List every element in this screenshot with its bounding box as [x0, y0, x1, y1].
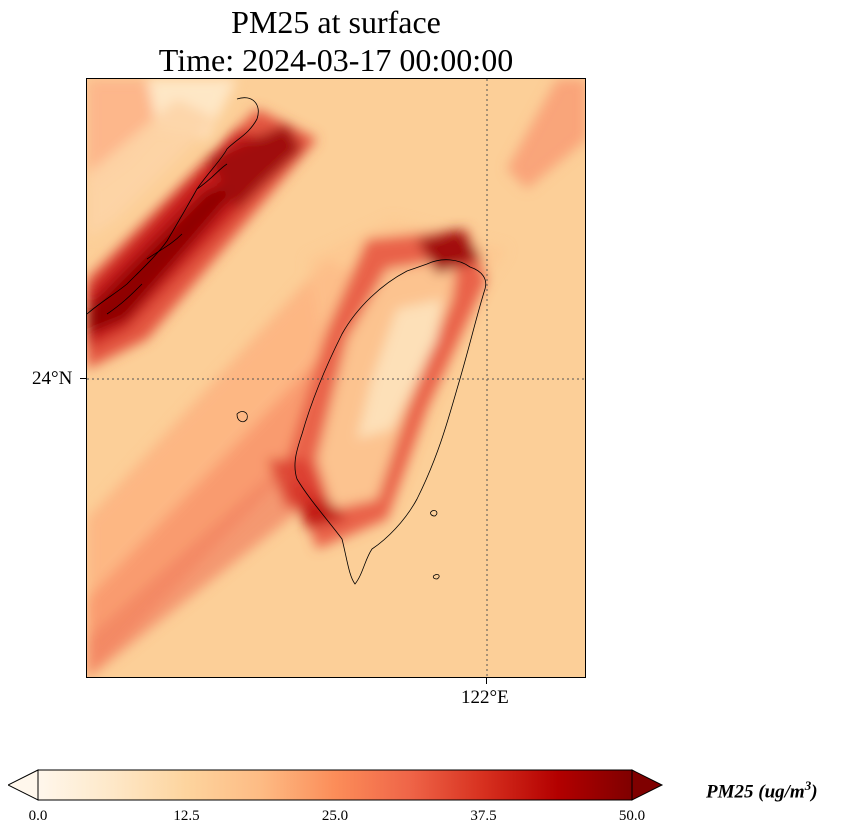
nw-plume-peak-2	[207, 124, 302, 209]
chart-title-line-1: PM25 at surface	[231, 4, 441, 40]
ne-band	[507, 79, 585, 189]
coastlines	[87, 97, 487, 585]
small-islands	[430, 510, 440, 580]
colorbar-label: PM25 (ug/m3)	[706, 778, 818, 803]
nw-light-patch	[87, 99, 217, 239]
colorbar-tick-label-3: 37.5	[470, 808, 497, 824]
colorbar-bar	[37, 769, 633, 801]
pollution-plumes	[87, 79, 585, 677]
mainland-islands	[106, 163, 228, 315]
taiwan-coastline	[294, 259, 487, 585]
colorbar-extend-max	[631, 769, 664, 801]
taiwan-clean-core	[357, 299, 442, 439]
colorbar-tick-label-4: 50.0	[618, 808, 646, 824]
lon-tick-label: 122°E	[461, 687, 509, 708]
nw-plume-peak	[87, 179, 247, 334]
sw-taiwan-hotspot	[267, 459, 327, 509]
lat-tick-mark	[80, 378, 86, 379]
north-taiwan-peak	[417, 229, 482, 274]
pm25-field-map	[87, 79, 585, 677]
colorbar-tick-label-1: 12.5	[173, 808, 200, 824]
southwest-band	[87, 459, 327, 677]
penghu-islands	[236, 411, 248, 423]
colorbar	[8, 768, 664, 802]
colorbar-extend-min	[8, 769, 39, 801]
lon-tick-mark	[486, 678, 487, 684]
chart-title-line-2: Time: 2024-03-17 00:00:00	[158, 42, 514, 78]
colorbar-tick-label-2: 25.0	[321, 808, 349, 824]
colorbar-tick-label-0: 0.0	[28, 808, 48, 824]
map-panel[interactable]	[86, 78, 586, 678]
lat-tick-label: 24°N	[32, 368, 73, 389]
